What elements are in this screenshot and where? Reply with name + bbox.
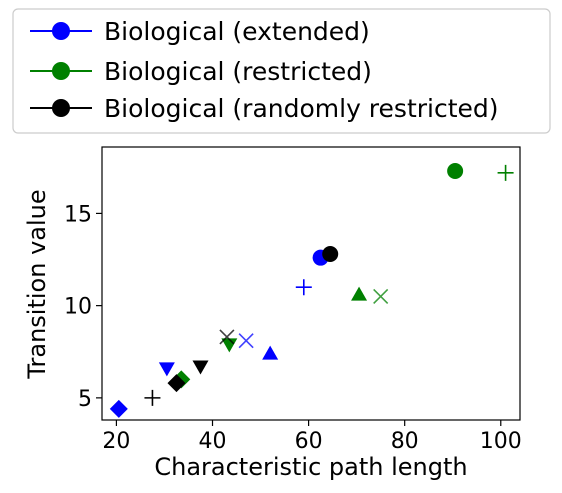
data-point-s0-p0 (109, 399, 128, 418)
legend-entry-2: Biological (randomly restricted) (30, 94, 499, 123)
y-tick-label: 5 (78, 387, 92, 412)
legend-label-2: Biological (randomly restricted) (104, 94, 499, 123)
y-tick-label: 10 (64, 295, 92, 320)
data-point-s1-p4 (447, 162, 464, 179)
data-point-s0-p3 (262, 345, 279, 360)
data-point-s2-p3 (219, 329, 235, 345)
data-point-s2-p4 (322, 245, 339, 262)
data-point-s1-p1 (221, 338, 238, 353)
data-points (109, 162, 514, 418)
data-point-s2-p0 (144, 389, 161, 406)
data-point-s1-p2 (351, 286, 368, 301)
x-tick-label: 20 (102, 429, 130, 454)
x-tick-label: 80 (391, 429, 419, 454)
y-tick-label: 15 (64, 202, 92, 227)
legend-label-1: Biological (restricted) (104, 57, 372, 86)
x-axis-label: Characteristic path length (154, 453, 467, 481)
legend: Biological (extended) Biological (restri… (12, 8, 551, 134)
legend-frame (12, 8, 551, 134)
x-tick-label: 100 (480, 429, 522, 454)
x-axis: 20 40 60 80 100 (102, 420, 522, 454)
legend-marker-1 (52, 62, 70, 80)
data-point-s1-p5 (497, 164, 514, 181)
x-tick-label: 60 (295, 429, 323, 454)
x-tick-label: 40 (199, 429, 227, 454)
data-point-s1-p3 (373, 288, 389, 304)
legend-label-0: Biological (extended) (104, 17, 370, 46)
y-axis: 5 10 15 (64, 202, 102, 412)
data-point-s2-p1 (167, 374, 186, 393)
data-point-s0-p4 (295, 279, 312, 296)
data-point-s0-p2 (238, 333, 254, 349)
legend-marker-0 (52, 22, 70, 40)
data-point-s0-p1 (158, 362, 175, 377)
legend-entry-0: Biological (extended) (30, 17, 370, 46)
y-axis-label: Transition value (23, 189, 51, 379)
legend-marker-2 (52, 99, 70, 117)
data-point-s2-p2 (192, 360, 209, 375)
legend-entry-1: Biological (restricted) (30, 57, 372, 86)
plot-area (101, 146, 521, 421)
